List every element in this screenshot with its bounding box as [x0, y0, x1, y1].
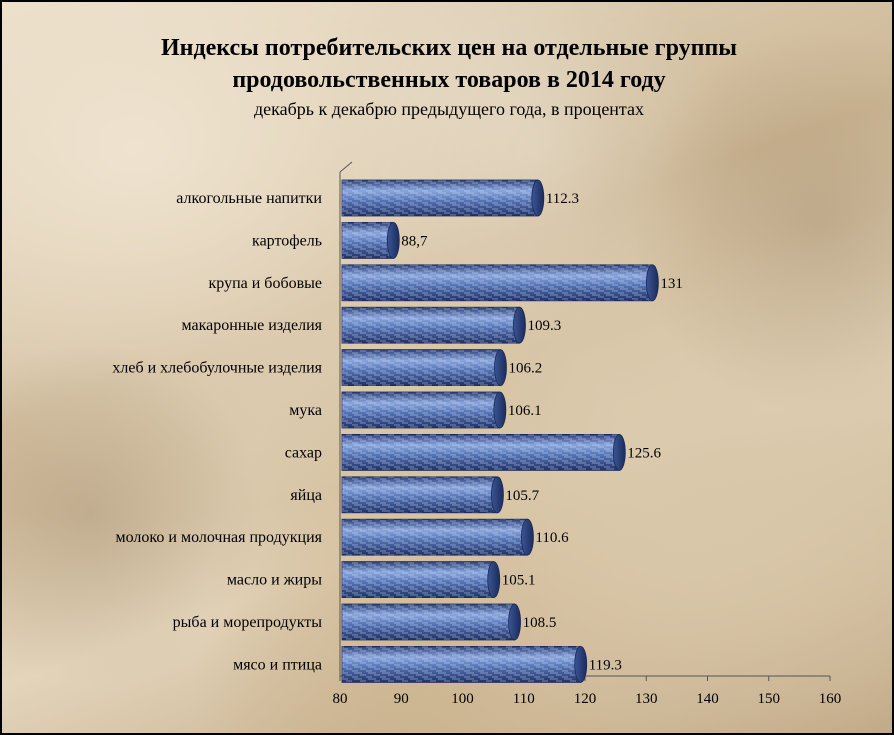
bars-layer	[341, 179, 659, 683]
bar-texture	[342, 392, 500, 428]
bar-texture	[342, 222, 394, 259]
chart-title-block: Индексы потребительских цен на отдельные…	[2, 32, 892, 122]
y-axis-top-edge	[339, 161, 353, 173]
category-label: хлеб и хлебобулочные изделия	[112, 360, 322, 377]
bar-end-cap	[574, 646, 588, 683]
bar-texture	[342, 307, 520, 344]
labels-layer: алкогольные напитки 112.3 картофель 88,7 кру…	[112, 190, 683, 673]
bar-end-cap	[531, 179, 545, 217]
data-label: 112.3	[546, 191, 579, 207]
x-tick-label: 150	[758, 691, 781, 707]
bar-end-cap	[612, 433, 626, 471]
x-tick-label: 140	[696, 691, 719, 707]
data-label: 105.1	[502, 573, 536, 589]
bar-end-cap	[386, 221, 400, 259]
x-tick-label: 110	[513, 691, 535, 707]
bar-end-cap	[521, 518, 534, 556]
bar-end-cap	[508, 603, 521, 641]
category-label: макаронные изделия	[182, 317, 323, 334]
bar-texture	[342, 349, 501, 386]
x-tick-label: 90	[394, 691, 409, 707]
data-label: 106.1	[508, 403, 542, 419]
category-label: мука	[289, 402, 322, 419]
chart-subtitle: декабрь к декабрю предыдущего года, в пр…	[253, 99, 645, 119]
bar-texture	[342, 180, 538, 216]
bar-end-cap	[487, 561, 501, 598]
bar-end-cap	[645, 264, 659, 302]
bar-end-cap	[494, 349, 507, 387]
data-label: 109.3	[527, 318, 561, 334]
data-label: 108.5	[523, 615, 557, 631]
category-label: яйца	[290, 487, 322, 504]
bar-texture	[342, 646, 581, 683]
bar-end-cap	[493, 391, 507, 429]
bar-end-cap	[513, 306, 526, 344]
x-tick-label: 120	[574, 691, 597, 707]
bar-end-cap	[491, 476, 504, 514]
chart-title-line-2: продовольственных товаров в 2014 году	[232, 67, 666, 93]
bar-texture	[342, 476, 498, 513]
category-label: рыба и морепродукты	[173, 614, 323, 631]
category-label: алкогольные напитки	[176, 190, 322, 207]
x-tick-label: 80	[333, 691, 348, 707]
bar-texture	[342, 264, 653, 301]
bar-texture	[342, 519, 528, 556]
category-label: крупа и бобовые	[209, 275, 322, 292]
x-tick-label: 130	[635, 691, 658, 707]
category-label: молоко и молочная продукция	[116, 529, 323, 546]
chart-title-line-1: Индексы потребительских цен на отдельные…	[160, 35, 738, 61]
bar-texture	[342, 561, 494, 598]
data-label: 88,7	[401, 233, 428, 249]
data-label: 119.3	[589, 657, 622, 673]
data-label: 125.6	[627, 445, 661, 461]
category-label: сахар	[285, 444, 322, 461]
data-label: 105.7	[505, 488, 539, 504]
data-label: 131	[660, 276, 683, 292]
category-label: картофель	[252, 232, 322, 249]
x-tick-label: 160	[819, 691, 842, 707]
category-label: масло и жиры	[227, 572, 322, 589]
data-label: 110.6	[535, 530, 569, 546]
x-tick-label: 100	[451, 691, 474, 707]
data-label: 106.2	[508, 361, 542, 377]
bar-texture	[342, 434, 620, 471]
bar-texture	[342, 604, 515, 640]
category-label: мясо и птица	[233, 656, 322, 673]
